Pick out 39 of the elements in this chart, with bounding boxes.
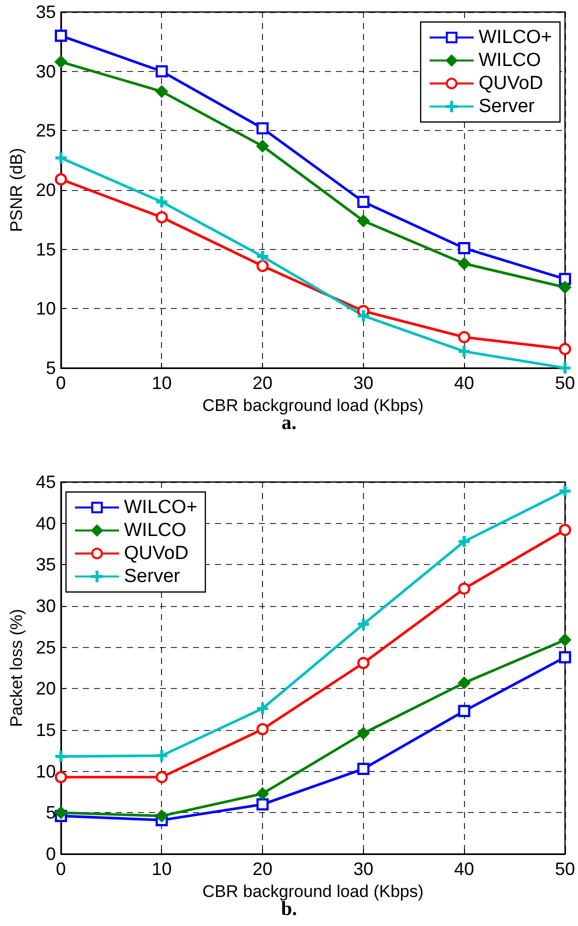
legend-label: QUVoD — [124, 543, 188, 564]
legend-label: WILCO — [478, 50, 541, 71]
y-tick-label: 0 — [46, 844, 56, 864]
x-tick-label: 50 — [554, 373, 576, 393]
legend-label: Server — [478, 96, 536, 117]
y-axis-title: Packet loss (%) — [7, 608, 26, 728]
legend-label: Server — [124, 566, 181, 587]
x-tick-label: 40 — [454, 373, 474, 393]
y-tick-label: 20 — [36, 180, 56, 200]
legend-label: WILCO+ — [124, 497, 198, 518]
x-tick-label: 30 — [353, 373, 374, 393]
y-tick-label: 45 — [36, 472, 56, 492]
legend-label: WILCO+ — [478, 27, 552, 48]
x-axis-title: CBR background load (Kbps) — [202, 882, 424, 901]
x-tick-label: 20 — [252, 859, 273, 879]
y-tick-label: 5 — [46, 358, 56, 378]
y-tick-label: 35 — [36, 2, 56, 22]
y-tick-label: 15 — [36, 720, 56, 740]
y-tick-label: 10 — [36, 298, 56, 319]
x-tick-label: 40 — [454, 859, 474, 879]
y-tick-label: 30 — [36, 596, 56, 616]
y-tick-label: 35 — [36, 554, 56, 575]
y-tick-label: 10 — [36, 761, 56, 782]
x-tick-label: 20 — [252, 373, 273, 393]
legend-label: WILCO — [124, 520, 186, 541]
y-tick-label: 5 — [46, 802, 56, 823]
x-tick-label: 30 — [353, 859, 374, 879]
y-tick-label: 30 — [36, 61, 56, 82]
legend-label: QUVoD — [478, 73, 544, 94]
y-tick-label: 15 — [36, 239, 56, 260]
y-tick-label: 25 — [36, 120, 56, 141]
x-tick-label: 10 — [152, 859, 172, 879]
y-tick-label: 20 — [36, 678, 56, 699]
x-axis-title: CBR background load (Kbps) — [202, 396, 424, 415]
y-tick-label: 25 — [36, 637, 56, 658]
y-axis-title: PSNR (dB) — [7, 148, 26, 232]
x-tick-label: 10 — [152, 373, 172, 393]
x-tick-label: 50 — [554, 859, 576, 879]
y-tick-label: 40 — [36, 513, 56, 534]
